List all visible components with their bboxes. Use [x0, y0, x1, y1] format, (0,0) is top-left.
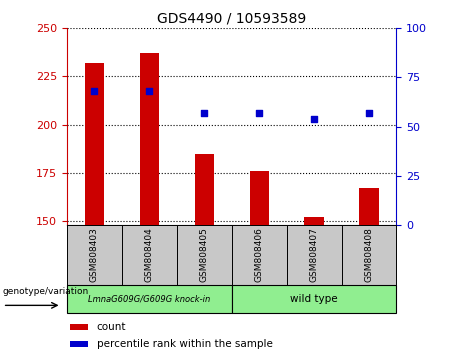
Point: [365, 110, 372, 116]
Point: [255, 110, 263, 116]
Bar: [67, 225, 122, 285]
Bar: [360, 188, 378, 225]
Point: [201, 110, 208, 116]
Text: LmnaG609G/G609G knock-in: LmnaG609G/G609G knock-in: [88, 295, 210, 304]
Text: GSM808408: GSM808408: [365, 227, 373, 282]
Bar: [140, 53, 159, 225]
Point: [146, 88, 153, 94]
Bar: [231, 225, 287, 285]
Bar: [67, 285, 231, 313]
Text: GSM808404: GSM808404: [145, 228, 154, 282]
Point: [310, 116, 318, 121]
Text: GSM808405: GSM808405: [200, 227, 209, 282]
Bar: [231, 285, 396, 313]
Text: wild type: wild type: [290, 294, 338, 304]
Bar: [85, 63, 104, 225]
Text: genotype/variation: genotype/variation: [3, 287, 89, 296]
Bar: [304, 217, 324, 225]
Bar: [287, 225, 342, 285]
Title: GDS4490 / 10593589: GDS4490 / 10593589: [157, 12, 306, 26]
Bar: [70, 341, 88, 347]
Bar: [342, 225, 396, 285]
Text: GSM808407: GSM808407: [309, 227, 319, 282]
Bar: [70, 324, 88, 330]
Bar: [195, 154, 214, 225]
Text: GSM808406: GSM808406: [254, 227, 264, 282]
Text: GSM808403: GSM808403: [90, 227, 99, 282]
Text: count: count: [96, 322, 126, 332]
Bar: [249, 171, 269, 225]
Point: [91, 88, 98, 94]
Bar: [122, 225, 177, 285]
Text: percentile rank within the sample: percentile rank within the sample: [96, 339, 272, 349]
Bar: [177, 225, 231, 285]
